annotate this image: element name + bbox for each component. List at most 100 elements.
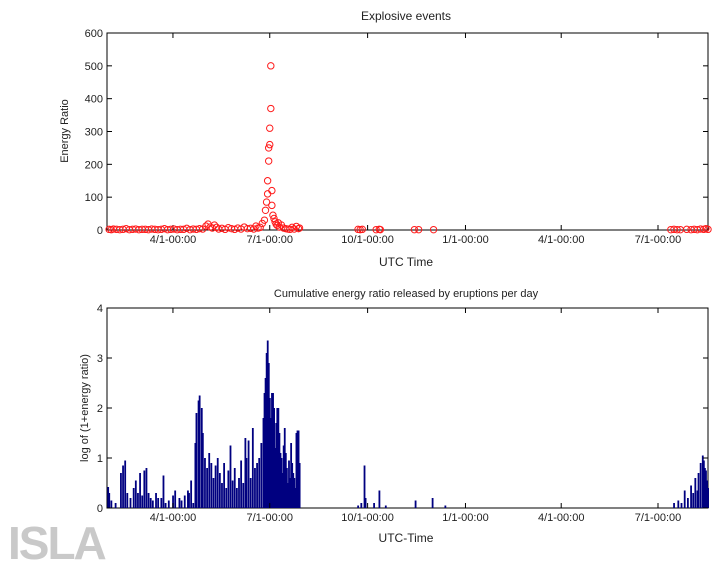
bar bbox=[149, 498, 152, 508]
y-tick-label: 500 bbox=[85, 61, 103, 73]
scatter-point bbox=[264, 144, 273, 152]
bar bbox=[287, 483, 289, 508]
bar bbox=[268, 398, 271, 508]
bar bbox=[188, 493, 190, 508]
scatter-point bbox=[263, 177, 272, 185]
y-tick-label: 0 bbox=[97, 503, 103, 515]
bar bbox=[174, 490, 177, 508]
bar bbox=[673, 503, 675, 508]
bar bbox=[289, 478, 291, 508]
bar bbox=[266, 340, 269, 508]
y-axis-label: Energy Ratio bbox=[59, 99, 71, 163]
bar bbox=[704, 468, 706, 508]
bar bbox=[180, 500, 183, 508]
bar bbox=[167, 500, 170, 508]
scatter-point bbox=[673, 225, 681, 234]
x-axis: 4/1-00:00 7/1-00:00 10/1-00:00 1/1-00:00 4/1… bbox=[150, 33, 681, 246]
bar bbox=[231, 480, 234, 508]
bar bbox=[120, 473, 122, 508]
x-axis-label: UTC Time bbox=[379, 255, 433, 269]
scatter-point bbox=[256, 223, 264, 232]
bar bbox=[278, 433, 281, 508]
bar bbox=[114, 503, 117, 508]
y-axis: 0 100 200 300 400 500 600 bbox=[85, 28, 708, 237]
bar bbox=[160, 498, 163, 508]
bar bbox=[291, 463, 294, 508]
bar bbox=[285, 468, 288, 508]
scatter-point bbox=[264, 157, 273, 165]
x-tick-label: 7/1-00:00 bbox=[247, 234, 293, 246]
bar bbox=[157, 498, 160, 508]
bar bbox=[267, 363, 270, 508]
scatter-point bbox=[410, 225, 419, 234]
scatter-points bbox=[105, 62, 712, 234]
bar bbox=[249, 478, 252, 508]
bar bbox=[265, 353, 268, 508]
bars bbox=[107, 340, 709, 508]
x-tick-label: 4/1-00:00 bbox=[150, 234, 196, 246]
bar bbox=[190, 480, 193, 508]
bar bbox=[378, 490, 381, 508]
scatter-point bbox=[252, 222, 260, 230]
bar bbox=[696, 490, 699, 508]
y-axis: 0 1 2 3 4 bbox=[97, 303, 708, 515]
scatter-point bbox=[260, 216, 269, 224]
scatter-point bbox=[268, 201, 276, 210]
scatter-point bbox=[266, 124, 274, 132]
bar bbox=[139, 473, 141, 508]
bar bbox=[240, 460, 243, 508]
bar bbox=[292, 473, 295, 508]
x-tick-label: 10/1-00:00 bbox=[341, 234, 394, 246]
bar bbox=[683, 490, 686, 508]
bar bbox=[195, 413, 198, 508]
bar bbox=[294, 488, 297, 508]
scatter-point bbox=[294, 224, 303, 233]
plot-area bbox=[106, 32, 709, 231]
chart-title: Cumulative energy ratio released by erup… bbox=[274, 288, 539, 300]
logo-text: ISLA bbox=[8, 517, 107, 569]
scatter-point bbox=[358, 225, 366, 234]
bar bbox=[208, 453, 211, 508]
bar bbox=[384, 505, 387, 508]
y-tick-label: 200 bbox=[85, 159, 103, 171]
bar bbox=[373, 503, 375, 508]
bar bbox=[197, 400, 200, 508]
bar bbox=[126, 493, 129, 508]
bar bbox=[262, 418, 265, 508]
bar bbox=[282, 445, 285, 508]
bar bbox=[147, 493, 150, 508]
scatter-point bbox=[376, 225, 385, 234]
y-axis-label: log of (1+energy ratio) bbox=[79, 354, 91, 462]
scatter-point bbox=[210, 221, 219, 229]
bar bbox=[244, 438, 247, 508]
y-tick-label: 3 bbox=[97, 353, 103, 365]
bar bbox=[183, 495, 186, 508]
bar bbox=[701, 455, 704, 508]
bar bbox=[164, 503, 167, 508]
bar bbox=[137, 493, 139, 508]
y-tick-label: 4 bbox=[97, 303, 103, 315]
bar bbox=[360, 503, 363, 508]
bar bbox=[129, 498, 132, 508]
scatter-point bbox=[704, 225, 712, 234]
y-tick-label: 300 bbox=[85, 127, 103, 139]
bar bbox=[201, 433, 204, 508]
bar bbox=[283, 428, 286, 508]
bar bbox=[247, 440, 250, 508]
bar bbox=[274, 448, 277, 508]
bar bbox=[238, 478, 240, 508]
bar bbox=[431, 498, 434, 508]
bar bbox=[145, 468, 148, 508]
x-axis: 4/1-00:00 7/1-00:00 10/1-00:00 1/1-00:00 4/1… bbox=[150, 308, 681, 524]
bar bbox=[357, 505, 360, 508]
bar bbox=[680, 503, 683, 508]
scatter-point bbox=[261, 206, 270, 215]
scatter-point bbox=[266, 140, 274, 149]
chart-explosive-events: Explosive events 0 100 200 300 400 500 600 4/1… bbox=[59, 9, 712, 269]
bar bbox=[108, 493, 111, 508]
bar bbox=[276, 408, 279, 508]
bar bbox=[218, 473, 221, 508]
x-tick-label: 10/1-00:00 bbox=[341, 512, 394, 524]
bar bbox=[444, 505, 447, 508]
